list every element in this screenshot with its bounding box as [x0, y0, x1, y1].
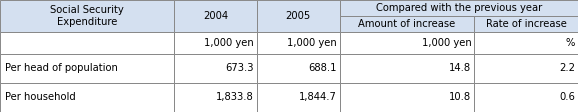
Bar — [174, 32, 257, 54]
Text: 0.6: 0.6 — [559, 93, 575, 102]
Text: 1,844.7: 1,844.7 — [299, 93, 337, 102]
Bar — [257, 32, 340, 54]
Text: Per head of population: Per head of population — [5, 63, 118, 73]
Text: 1,833.8: 1,833.8 — [216, 93, 254, 102]
Bar — [340, 32, 475, 54]
Bar — [475, 54, 578, 83]
Bar — [174, 0, 257, 32]
Text: 14.8: 14.8 — [449, 63, 472, 73]
Text: 10.8: 10.8 — [449, 93, 472, 102]
Text: 1,000 yen: 1,000 yen — [287, 38, 337, 48]
Text: 1,000 yen: 1,000 yen — [204, 38, 254, 48]
Bar — [475, 83, 578, 112]
Bar — [0, 0, 174, 32]
Text: Per household: Per household — [5, 93, 76, 102]
Bar — [340, 0, 578, 16]
Bar — [0, 32, 174, 54]
Bar — [174, 83, 257, 112]
Text: 2004: 2004 — [203, 11, 228, 21]
Bar — [174, 54, 257, 83]
Text: 2.2: 2.2 — [559, 63, 575, 73]
Bar — [257, 83, 340, 112]
Bar — [340, 54, 475, 83]
Text: Rate of increase: Rate of increase — [486, 19, 566, 29]
Text: 673.3: 673.3 — [225, 63, 254, 73]
Bar — [475, 16, 578, 32]
Bar — [0, 83, 174, 112]
Bar — [340, 16, 475, 32]
Text: 2005: 2005 — [286, 11, 311, 21]
Text: Social Security
Expenditure: Social Security Expenditure — [50, 5, 124, 27]
Bar — [257, 0, 340, 32]
Text: 688.1: 688.1 — [308, 63, 337, 73]
Text: Compared with the previous year: Compared with the previous year — [376, 3, 542, 13]
Bar — [0, 54, 174, 83]
Bar — [475, 32, 578, 54]
Text: 1,000 yen: 1,000 yen — [422, 38, 472, 48]
Bar — [257, 54, 340, 83]
Text: Amount of increase: Amount of increase — [358, 19, 455, 29]
Text: %: % — [566, 38, 575, 48]
Bar — [340, 83, 475, 112]
